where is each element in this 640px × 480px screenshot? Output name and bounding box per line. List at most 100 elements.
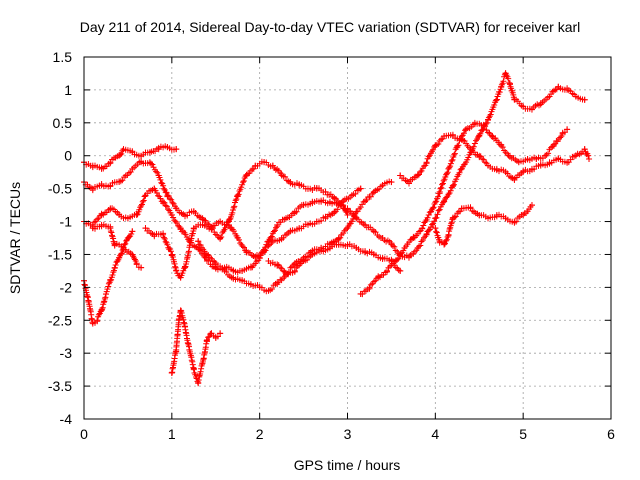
data-point [432, 142, 439, 149]
data-point [318, 198, 325, 205]
data-point [175, 317, 182, 324]
data-point [370, 188, 377, 195]
data-point [318, 248, 325, 255]
data-point [449, 182, 456, 189]
data-point [392, 258, 399, 265]
data-point [309, 198, 316, 205]
data-point [458, 136, 465, 143]
data-point [221, 264, 228, 271]
data-point [151, 231, 158, 238]
data-point [309, 251, 316, 258]
data-point [441, 198, 448, 205]
x-tick-label: 2 [256, 426, 264, 442]
data-point [362, 248, 369, 255]
data-point [335, 235, 342, 241]
data-point [370, 251, 377, 258]
data-point [94, 317, 101, 324]
data-point [388, 179, 395, 186]
y-tick-label: -0.5 [48, 181, 72, 197]
data-point [160, 231, 167, 238]
data-point [129, 149, 136, 156]
data-point [506, 80, 513, 87]
data-points [81, 70, 593, 387]
data-point [498, 142, 505, 149]
data-point [98, 165, 105, 172]
data-point [559, 129, 566, 136]
data-point [155, 172, 162, 179]
data-point [476, 152, 483, 159]
data-point [537, 100, 544, 107]
data-point [344, 211, 351, 218]
data-point [546, 159, 553, 166]
data-point [485, 162, 492, 169]
data-point [489, 132, 496, 139]
data-point [313, 218, 320, 225]
data-point [256, 254, 263, 261]
data-point [432, 225, 439, 232]
y-tick-label: -3.5 [48, 378, 72, 394]
data-point [502, 70, 509, 77]
data-point [581, 146, 588, 153]
data-point [546, 93, 553, 100]
x-tick-label: 0 [80, 426, 88, 442]
y-tick-label: -1.5 [48, 246, 72, 262]
data-point [528, 165, 535, 172]
data-point [344, 241, 351, 248]
data-point [344, 225, 351, 232]
data-point [322, 188, 329, 195]
data-point [353, 215, 360, 222]
data-point [300, 202, 307, 209]
data-point [414, 172, 421, 179]
data-point [111, 264, 118, 271]
data-point [142, 192, 149, 199]
data-point [340, 198, 347, 205]
data-point [564, 86, 571, 93]
data-point [203, 258, 210, 265]
data-point [423, 231, 430, 238]
data-point [195, 238, 202, 245]
data-point [313, 185, 320, 192]
data-point [278, 172, 285, 179]
data-point [107, 182, 114, 189]
data-point [449, 215, 456, 222]
data-point [467, 146, 474, 153]
data-point [296, 182, 303, 189]
data-point [182, 211, 189, 218]
data-point [300, 258, 307, 265]
data-point [520, 211, 527, 218]
data-point [528, 106, 535, 113]
data-point [445, 165, 452, 172]
data-point [493, 96, 500, 103]
y-tick-label: -1 [60, 214, 73, 230]
data-point [427, 208, 434, 215]
data-point [287, 179, 294, 186]
data-point [458, 205, 465, 212]
data-point [550, 142, 557, 149]
data-point [410, 235, 417, 241]
data-point [502, 169, 509, 176]
data-point [138, 264, 145, 271]
data-point [511, 218, 518, 225]
data-point [515, 159, 522, 166]
data-point [432, 215, 439, 222]
data-point [265, 258, 272, 265]
x-tick-labels: 0 1 2 3 4 5 6 [80, 426, 615, 442]
data-point [173, 267, 180, 274]
data-point [520, 103, 527, 110]
data-point [586, 156, 593, 163]
data-point [476, 132, 483, 139]
data-point [291, 267, 298, 274]
data-point [357, 290, 364, 297]
data-point [366, 284, 373, 291]
data-point [379, 182, 386, 189]
data-point [564, 159, 571, 166]
data-point [129, 165, 136, 172]
y-tick-label: 0 [64, 148, 72, 164]
data-point [164, 144, 171, 151]
data-point [168, 369, 175, 376]
data-point [138, 159, 145, 166]
x-tick-label: 1 [168, 426, 176, 442]
data-point [274, 221, 281, 228]
y-tick-label: -4 [60, 411, 73, 427]
